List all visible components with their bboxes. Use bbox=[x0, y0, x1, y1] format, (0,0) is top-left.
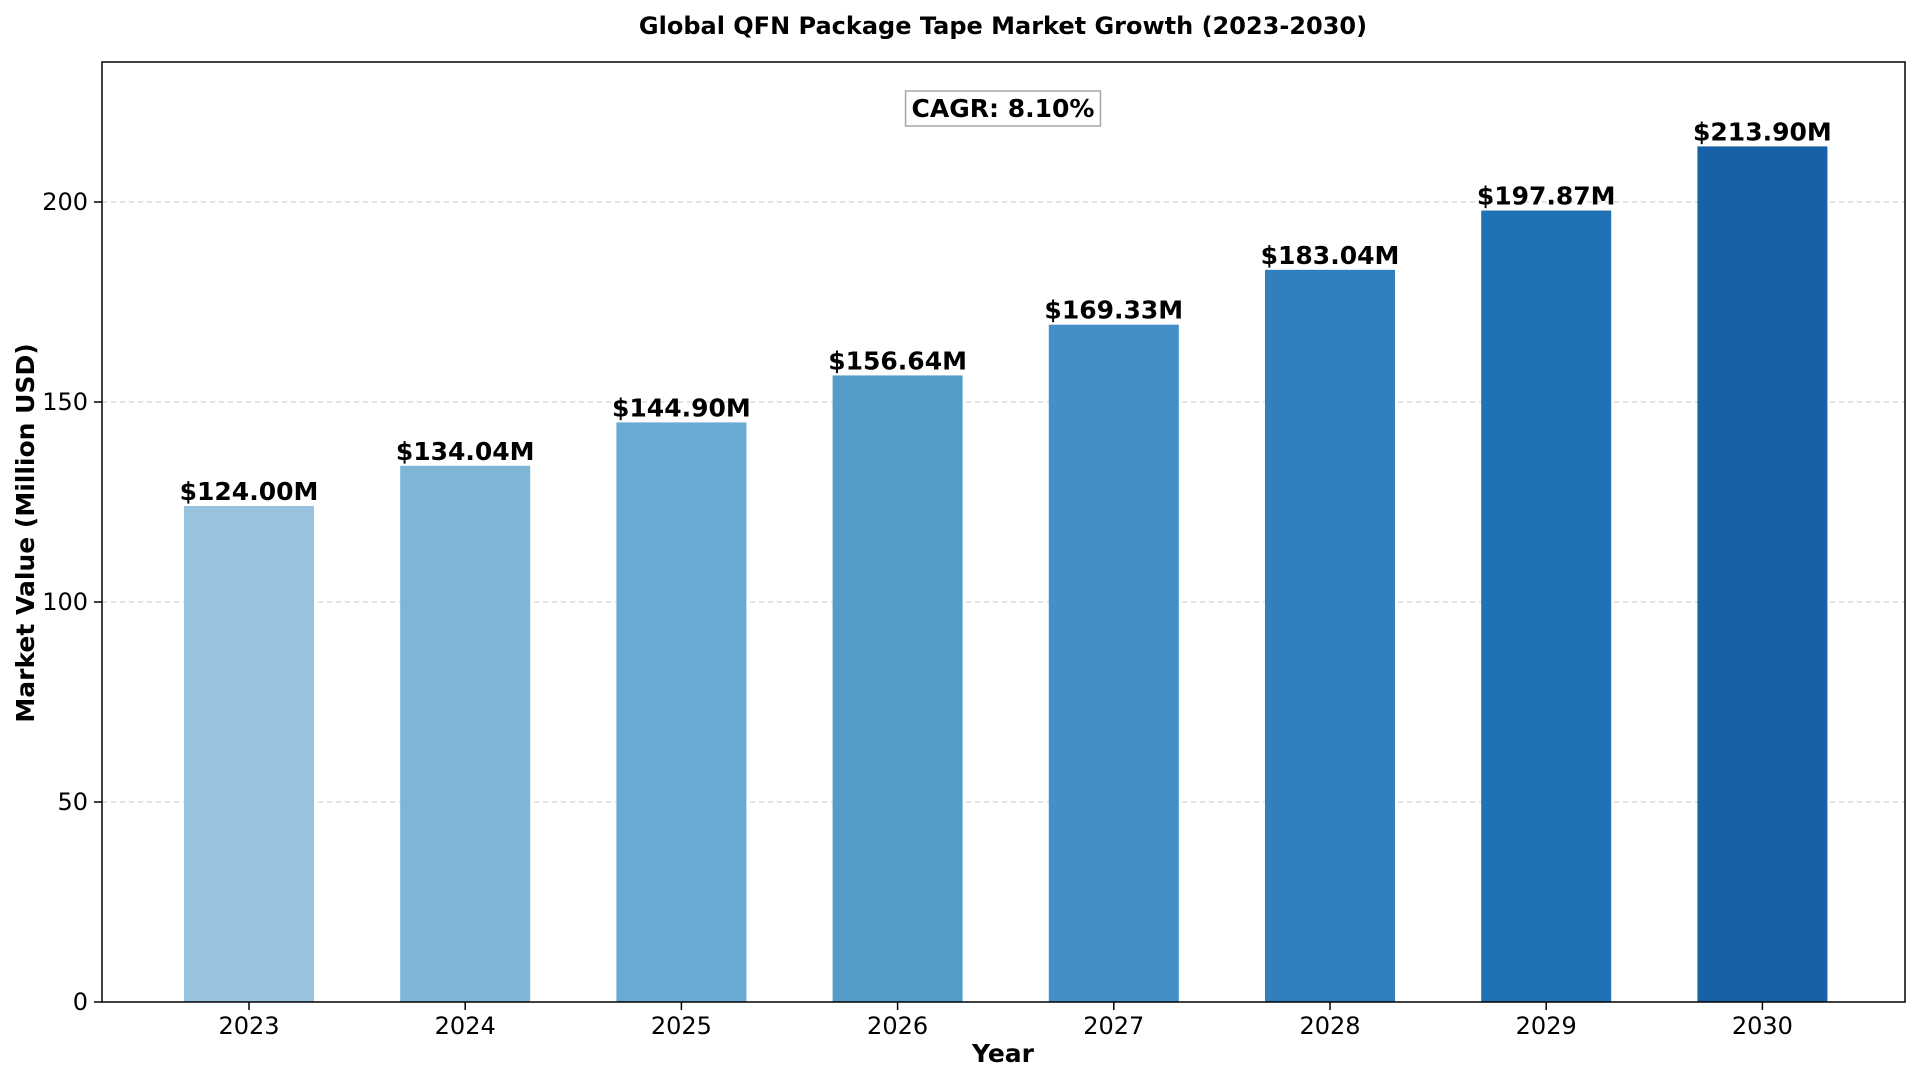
data-label-2025: $144.90M bbox=[612, 393, 751, 422]
x-tick-label: 2023 bbox=[218, 1012, 279, 1040]
x-tick-label: 2030 bbox=[1732, 1012, 1793, 1040]
data-label-2027: $169.33M bbox=[1044, 296, 1183, 325]
cagr-annotation: CAGR: 8.10% bbox=[904, 90, 1102, 127]
x-tick-label: 2025 bbox=[651, 1012, 712, 1040]
x-axis-title: Year bbox=[971, 1039, 1035, 1068]
data-label-2023: $124.00M bbox=[180, 477, 319, 506]
data-labels: $124.00M $134.04M $144.90M $156.64M $169.33M… bbox=[180, 117, 1832, 506]
bar-2024 bbox=[400, 465, 531, 1003]
bar-2026 bbox=[832, 375, 963, 1002]
annotation-text: CAGR: 8.10% bbox=[912, 94, 1095, 123]
y-tick-label: 0 bbox=[73, 988, 88, 1016]
annotation-box bbox=[904, 90, 1102, 127]
x-axis-ticks: 2023 2024 2025 2026 2027 2028 2029 2030 bbox=[218, 1002, 1793, 1040]
bar-2028 bbox=[1265, 269, 1395, 1003]
x-tick-label: 2026 bbox=[867, 1012, 928, 1040]
y-tick-label: 150 bbox=[42, 388, 88, 416]
chart-title: Global QFN Package Tape Market Growth (2… bbox=[639, 12, 1367, 40]
data-label-2030: $213.90M bbox=[1693, 117, 1832, 146]
bars bbox=[184, 146, 1828, 1003]
bar-2029 bbox=[1481, 210, 1612, 1002]
x-tick-label: 2029 bbox=[1516, 1012, 1577, 1040]
data-label-2026: $156.64M bbox=[828, 346, 967, 375]
bar-2027 bbox=[1048, 324, 1179, 1002]
y-tick-label: 200 bbox=[42, 188, 88, 216]
y-tick-label: 100 bbox=[42, 588, 88, 616]
data-label-2028: $183.04M bbox=[1261, 241, 1400, 270]
x-tick-label: 2027 bbox=[1083, 1012, 1144, 1040]
y-axis-title: Market Value (Million USD) bbox=[11, 343, 40, 722]
bar-2023 bbox=[184, 506, 314, 1002]
data-label-2024: $134.04M bbox=[396, 437, 535, 466]
x-tick-label: 2028 bbox=[1299, 1012, 1360, 1040]
y-tick-label: 50 bbox=[57, 788, 88, 816]
y-axis-ticks: 0 50 100 150 200 bbox=[42, 188, 102, 1016]
x-tick-label: 2024 bbox=[435, 1012, 496, 1040]
plot-frame bbox=[101, 61, 1906, 1003]
data-label-2029: $197.87M bbox=[1477, 182, 1616, 211]
bar-2025 bbox=[616, 422, 747, 1002]
bar-2030 bbox=[1697, 146, 1828, 1002]
